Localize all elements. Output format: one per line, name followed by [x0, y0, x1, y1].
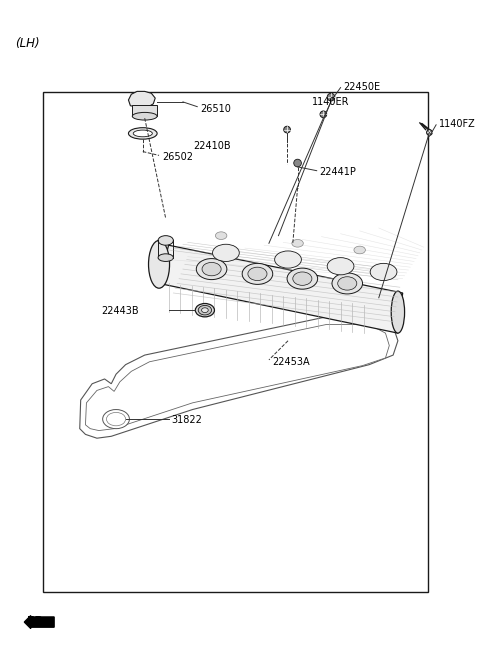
- Text: 1140FZ: 1140FZ: [439, 119, 476, 129]
- Ellipse shape: [107, 413, 126, 426]
- Ellipse shape: [158, 236, 173, 245]
- Ellipse shape: [370, 263, 397, 280]
- Text: 22410B: 22410B: [193, 141, 231, 151]
- Text: 31822: 31822: [171, 415, 203, 425]
- Circle shape: [294, 159, 301, 167]
- Bar: [43, 92, 428, 592]
- Text: 22441P: 22441P: [320, 166, 357, 176]
- Text: 1140ER: 1140ER: [312, 97, 349, 107]
- Polygon shape: [129, 91, 155, 107]
- Ellipse shape: [354, 246, 365, 254]
- Ellipse shape: [275, 251, 301, 268]
- Ellipse shape: [129, 127, 157, 139]
- Ellipse shape: [158, 254, 173, 262]
- Circle shape: [284, 126, 290, 133]
- Bar: [132, 105, 157, 116]
- Ellipse shape: [327, 258, 354, 275]
- Text: 26502: 26502: [162, 152, 193, 162]
- FancyArrow shape: [24, 616, 54, 629]
- Polygon shape: [80, 317, 398, 438]
- Ellipse shape: [216, 232, 227, 240]
- Ellipse shape: [202, 262, 221, 276]
- Circle shape: [427, 130, 432, 136]
- Ellipse shape: [242, 263, 273, 285]
- Ellipse shape: [198, 305, 212, 315]
- Ellipse shape: [332, 273, 362, 294]
- Text: 22443B: 22443B: [102, 306, 139, 316]
- Circle shape: [320, 111, 327, 117]
- Circle shape: [327, 93, 335, 101]
- Ellipse shape: [287, 268, 318, 289]
- Ellipse shape: [338, 276, 357, 290]
- Text: (LH): (LH): [15, 38, 40, 50]
- Ellipse shape: [202, 308, 208, 313]
- Ellipse shape: [293, 272, 312, 285]
- Ellipse shape: [195, 303, 215, 317]
- Text: 26510: 26510: [200, 103, 231, 113]
- Ellipse shape: [292, 240, 303, 247]
- Ellipse shape: [103, 409, 130, 429]
- Ellipse shape: [148, 240, 169, 289]
- Ellipse shape: [132, 113, 157, 120]
- Text: FR.: FR.: [26, 616, 47, 626]
- Ellipse shape: [133, 130, 152, 137]
- Polygon shape: [85, 325, 389, 431]
- Ellipse shape: [213, 244, 240, 262]
- Ellipse shape: [391, 291, 405, 333]
- Text: 22453A: 22453A: [272, 357, 310, 367]
- Text: 22450E: 22450E: [343, 82, 381, 92]
- Ellipse shape: [196, 258, 227, 280]
- Ellipse shape: [248, 267, 267, 280]
- Polygon shape: [159, 245, 403, 333]
